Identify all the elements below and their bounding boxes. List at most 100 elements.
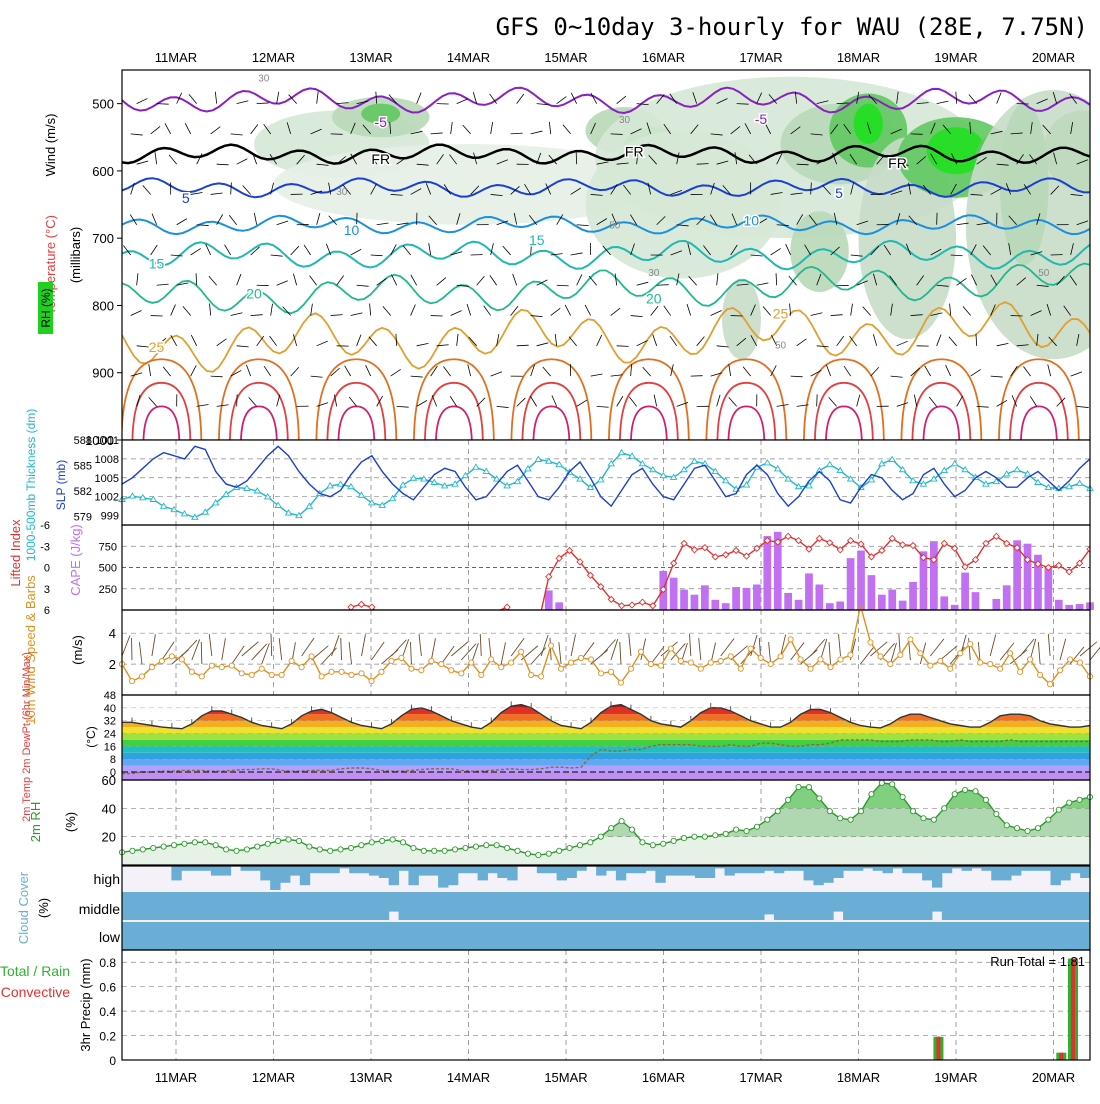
wind10-speed-line-point <box>229 663 234 668</box>
wind-barb <box>552 395 557 406</box>
wind-barb-10m <box>431 638 435 660</box>
cloud-cell <box>517 892 527 920</box>
wind10-speed-line-point <box>618 680 623 685</box>
rh2m-line-point <box>244 847 249 852</box>
wind-barb-10m <box>192 639 200 660</box>
cloud-cell <box>823 922 833 950</box>
wind-barb-10m <box>559 642 561 664</box>
wind-barb <box>797 339 807 346</box>
cloud-cell <box>774 892 784 920</box>
cloud-cell <box>853 922 863 950</box>
wind10-speed-line-point <box>628 666 633 671</box>
wind-barb <box>217 339 227 346</box>
cloud-cell <box>1050 922 1060 950</box>
cloud-cell <box>547 922 557 950</box>
wind10-speed-line-point <box>888 661 893 666</box>
wind-barb-10m <box>930 639 944 656</box>
wind-barb <box>357 335 361 346</box>
cloud-cell <box>754 892 764 920</box>
wind-barb <box>225 245 231 255</box>
wind-barb <box>157 284 169 285</box>
date-label-top: 16MAR <box>642 50 685 65</box>
wind-barb <box>432 395 437 406</box>
wind-barb-10m <box>629 634 631 656</box>
cloud-cell <box>359 866 369 873</box>
cape-bar <box>1024 544 1032 610</box>
y-axis-label-temp2m: 2m Temp 2m DewPt (6hr Min/Max) <box>21 652 33 822</box>
wind-barb <box>811 313 823 316</box>
wind-barb <box>817 346 829 347</box>
rh2m-line-point <box>942 806 947 811</box>
cloud-cell <box>478 866 488 880</box>
cloud-cell <box>379 866 389 878</box>
isotherm-loop <box>241 406 277 445</box>
cloud-cell <box>300 866 310 885</box>
cloud-cell <box>932 892 942 912</box>
isotherm-label: 5 <box>835 185 843 201</box>
date-label-bottom: 16MAR <box>642 1070 685 1085</box>
wind10-speed-line-point <box>1057 668 1062 673</box>
wind-barb-10m <box>222 638 226 660</box>
lifted-index-line-point <box>619 603 625 609</box>
isotherm-loop <box>533 406 569 445</box>
wind-barb <box>215 92 216 104</box>
wind-barb <box>157 104 169 105</box>
lifted-index-line-point <box>546 574 552 580</box>
cloud-cell <box>270 866 280 890</box>
cloud-cell <box>695 922 705 950</box>
cloud-cell <box>507 922 517 950</box>
wind10-speed-line-point <box>938 658 943 663</box>
cloud-cell <box>804 866 814 880</box>
rh2m-line-point <box>411 845 416 850</box>
cloud-cell <box>813 892 823 920</box>
cloud-cell <box>181 866 191 871</box>
rh2m-line-point <box>515 848 520 853</box>
wind10-speed-line-point <box>908 637 913 642</box>
temp-band <box>122 727 1090 733</box>
cloud-cell <box>962 892 972 920</box>
wind-barb <box>937 101 949 104</box>
cloud-cell <box>300 892 310 920</box>
cloud-cell <box>952 892 962 920</box>
cloud-cell <box>725 866 735 876</box>
cloud-cell <box>646 866 656 871</box>
wind-barb <box>246 365 250 376</box>
wind10-speed-line-point <box>469 660 474 665</box>
rh-label: 30 <box>619 115 631 126</box>
wind-barb <box>511 133 523 134</box>
rh2m-line-point <box>567 845 572 850</box>
rh-label: 50 <box>1038 268 1050 279</box>
wind-barb <box>131 134 143 135</box>
wind-barb <box>331 315 343 316</box>
cloud-cell <box>428 892 438 920</box>
wind-barb-10m <box>1038 642 1040 664</box>
cloud-cell <box>1031 866 1041 871</box>
cape-bar <box>972 592 980 610</box>
wind-barb <box>217 164 229 165</box>
cloud-cell <box>399 892 409 920</box>
cloud-cell <box>191 866 201 871</box>
wind10-speed-line-point <box>489 657 494 662</box>
lifted-index-line-point <box>671 560 677 566</box>
wind-barb <box>271 183 274 195</box>
cloud-cell <box>448 866 458 885</box>
cloud-cell <box>675 922 685 950</box>
cloud-cell <box>310 866 320 873</box>
rh2m-line-point <box>1015 826 1020 831</box>
cloud-cell <box>715 922 725 950</box>
date-label-bottom: 15MAR <box>544 1070 587 1085</box>
wind-barb <box>191 335 196 346</box>
wind-barb <box>503 246 511 255</box>
cloud-cell <box>300 922 310 950</box>
wind-barb <box>211 127 221 134</box>
cloud-cell <box>171 922 181 950</box>
wind-barb <box>231 134 243 135</box>
cloud-cell <box>922 866 932 880</box>
cloud-cell <box>1080 922 1090 950</box>
wind-barb-10m <box>279 638 281 660</box>
cloud-cell <box>201 892 211 920</box>
wind-barb <box>277 221 288 225</box>
wind10-speed-line-point <box>279 672 284 677</box>
